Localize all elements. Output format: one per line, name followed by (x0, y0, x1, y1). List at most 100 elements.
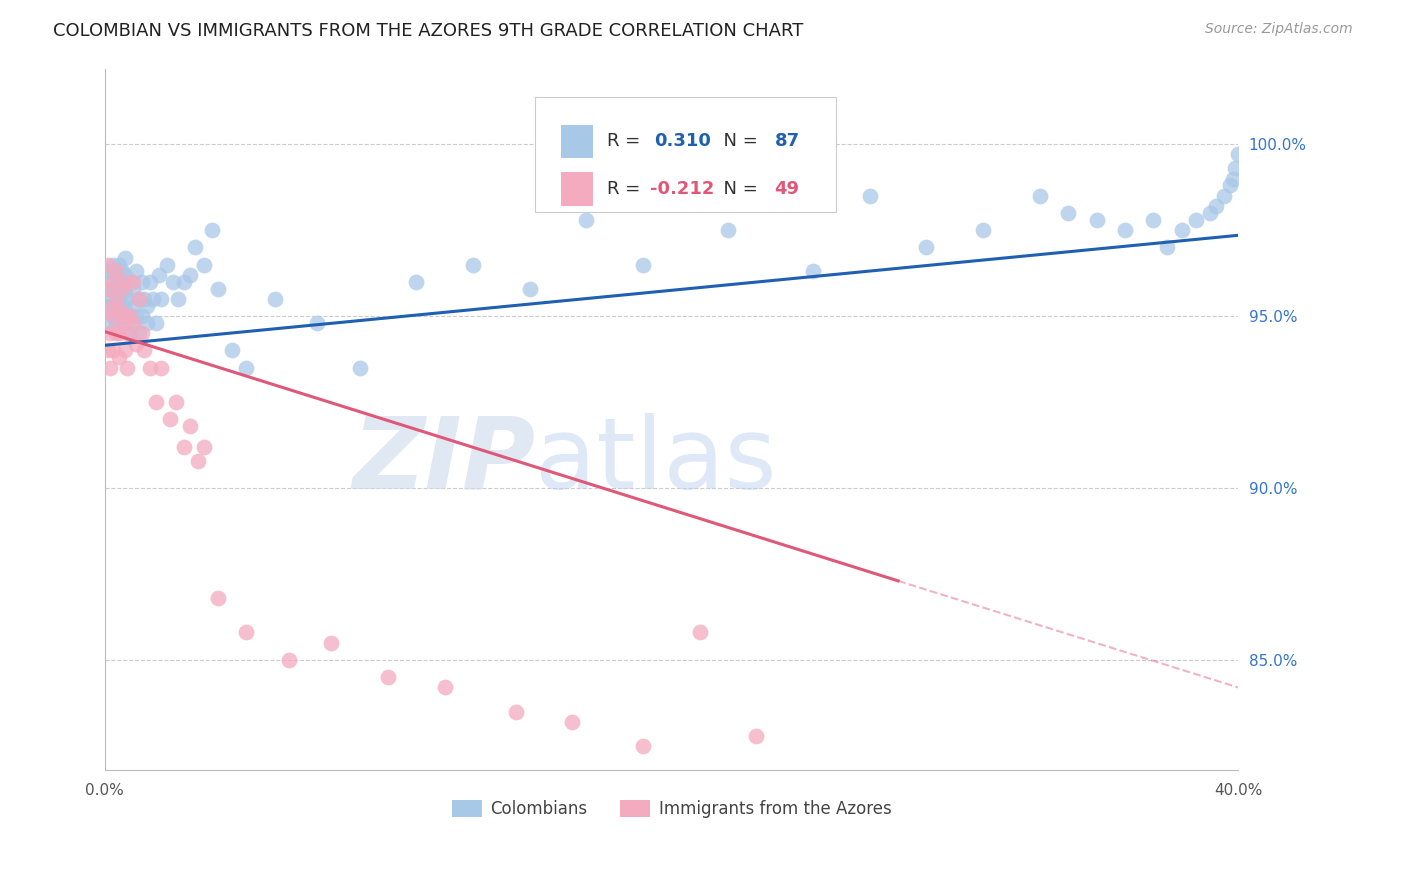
Point (111, 316, 134, 330)
Point (321, 636, 343, 650)
Point (111, 299, 134, 313)
Point (179, 268, 201, 282)
Point (125, 309, 148, 323)
Point (1057, 206, 1080, 220)
Point (1205, 199, 1227, 213)
Text: -0.212: -0.212 (650, 180, 714, 198)
Point (184, 240, 207, 254)
Point (101, 343, 124, 358)
Point (101, 309, 124, 323)
Point (111, 264, 134, 278)
Point (1219, 178, 1241, 193)
Point (148, 268, 170, 282)
Point (173, 275, 195, 289)
Point (128, 292, 150, 306)
Point (114, 302, 136, 317)
Point (136, 299, 159, 313)
Point (101, 309, 124, 323)
Point (972, 223, 994, 237)
Point (117, 292, 139, 306)
Point (1170, 223, 1192, 237)
Point (207, 282, 229, 296)
Point (108, 292, 131, 306)
Point (114, 285, 136, 299)
Point (96, 282, 118, 296)
Point (136, 316, 159, 330)
Point (307, 316, 329, 330)
Point (105, 292, 128, 306)
Point (114, 309, 136, 323)
Point (114, 268, 136, 282)
Point (1156, 240, 1178, 254)
Text: atlas: atlas (536, 413, 778, 510)
Point (122, 275, 145, 289)
Point (96, 343, 118, 358)
Point (98, 302, 121, 317)
Point (717, 223, 740, 237)
Point (111, 282, 134, 296)
Point (120, 309, 142, 323)
Point (221, 343, 243, 358)
Point (98, 264, 121, 278)
Point (1227, 147, 1250, 161)
Point (98, 282, 121, 296)
Point (120, 275, 142, 289)
Point (461, 258, 484, 272)
Point (142, 292, 165, 306)
Point (1142, 212, 1164, 227)
Point (101, 258, 124, 272)
Point (801, 264, 824, 278)
Point (405, 275, 427, 289)
Point (98, 316, 121, 330)
Point (689, 625, 711, 640)
Point (122, 282, 145, 296)
Point (105, 264, 128, 278)
Point (207, 591, 229, 605)
Point (173, 440, 195, 454)
Point (105, 268, 128, 282)
Text: COLOMBIAN VS IMMIGRANTS FROM THE AZORES 9TH GRADE CORRELATION CHART: COLOMBIAN VS IMMIGRANTS FROM THE AZORES … (53, 22, 804, 40)
Point (125, 336, 148, 351)
Point (114, 343, 136, 358)
Point (156, 258, 179, 272)
Point (131, 275, 153, 289)
Point (187, 453, 209, 467)
Text: N =: N = (713, 180, 763, 198)
Point (98, 326, 121, 341)
Text: 49: 49 (775, 180, 800, 198)
Point (1085, 212, 1108, 227)
Point (98, 360, 121, 375)
Point (134, 343, 156, 358)
FancyBboxPatch shape (561, 125, 593, 158)
Point (117, 309, 139, 323)
Point (167, 292, 190, 306)
Point (1114, 223, 1136, 237)
Point (101, 275, 124, 289)
Point (114, 275, 136, 289)
Point (105, 285, 128, 299)
Text: R =: R = (607, 132, 645, 151)
Point (111, 316, 134, 330)
Point (165, 395, 187, 409)
Point (108, 258, 131, 272)
Point (96, 264, 118, 278)
Point (125, 264, 148, 278)
FancyBboxPatch shape (561, 172, 593, 206)
Point (1225, 161, 1247, 176)
Point (108, 309, 131, 323)
Point (108, 326, 131, 341)
Point (117, 326, 139, 341)
Point (263, 292, 285, 306)
Point (105, 319, 128, 334)
Point (117, 360, 139, 375)
Point (349, 360, 371, 375)
Point (139, 360, 162, 375)
Point (1184, 212, 1206, 227)
Point (193, 440, 215, 454)
Point (131, 309, 153, 323)
Point (128, 292, 150, 306)
Point (150, 292, 173, 306)
Point (235, 625, 257, 640)
Point (98, 299, 121, 313)
Point (120, 326, 142, 341)
